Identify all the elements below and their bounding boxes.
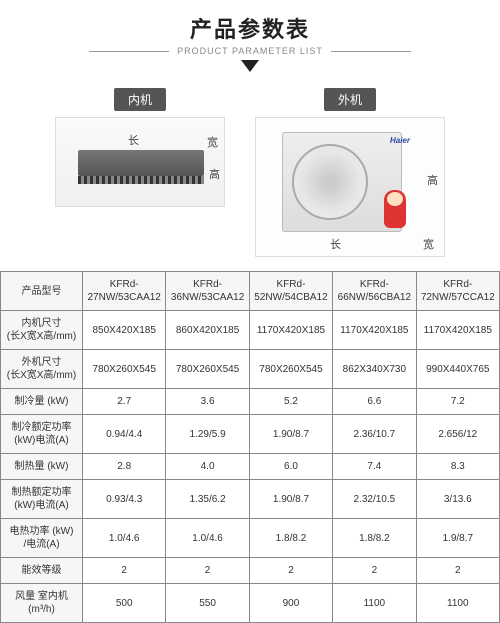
table-cell: 1170X420X185: [249, 311, 332, 350]
divider-line: [331, 51, 411, 52]
table-cell: 3.6: [166, 389, 249, 415]
table-cell: 1.29/5.9: [166, 415, 249, 454]
table-cell: 1.90/8.7: [249, 480, 332, 519]
row-label: 内机尺寸(长X宽X高/mm): [1, 311, 83, 350]
triangle-down-icon: [241, 60, 259, 72]
title-chinese: 产品参数表: [0, 12, 500, 44]
table-cell: 1.0/4.6: [83, 519, 166, 558]
table-cell: 0.93/4.3: [83, 480, 166, 519]
divider-line: [89, 51, 169, 52]
table-cell: 550: [166, 584, 249, 623]
row-label: 电热功率 (kW)/电流(A): [1, 519, 83, 558]
title-english: PRODUCT PARAMETER LIST: [177, 46, 323, 56]
table-cell: 2: [416, 558, 499, 584]
spec-table: 产品型号 KFRd-27NW/53CAA12 KFRd-36NW/53CAA12…: [0, 271, 500, 623]
table-row: 制热量 (kW)2.84.06.07.48.3: [1, 454, 500, 480]
model-col: KFRd-72NW/57CCA12: [416, 272, 499, 311]
row-label: 能效等级: [1, 558, 83, 584]
header: 产品参数表 PRODUCT PARAMETER LIST: [0, 0, 500, 88]
table-cell: 2.36/10.7: [333, 415, 416, 454]
outdoor-unit-label: 外机: [324, 88, 376, 111]
row-label: 制冷量 (kW): [1, 389, 83, 415]
table-cell: 7.4: [333, 454, 416, 480]
indoor-unit-grille: [78, 176, 204, 184]
model-col: KFRd-66NW/56CBA12: [333, 272, 416, 311]
table-cell: 2: [83, 558, 166, 584]
outdoor-unit-diagram: Haier 高 长 宽: [255, 117, 445, 257]
table-cell: 1.8/8.2: [249, 519, 332, 558]
model-col: KFRd-36NW/53CAA12: [166, 272, 249, 311]
table-row: 电热功率 (kW)/电流(A)1.0/4.61.0/4.61.8/8.21.8/…: [1, 519, 500, 558]
table-header-row: 产品型号 KFRd-27NW/53CAA12 KFRd-36NW/53CAA12…: [1, 272, 500, 311]
table-cell: 8.3: [416, 454, 499, 480]
table-cell: 5.2: [249, 389, 332, 415]
table-cell: 990X440X765: [416, 350, 499, 389]
title-subtitle-row: PRODUCT PARAMETER LIST: [0, 46, 500, 56]
row-label: 风量 室内机(m³/h): [1, 584, 83, 623]
table-cell: 1100: [416, 584, 499, 623]
table-cell: 500: [83, 584, 166, 623]
product-images-row: 内机 长 宽 高 外机 Haier 高 长 宽: [0, 88, 500, 271]
table-cell: 1170X420X185: [333, 311, 416, 350]
mascot-icon: [384, 190, 406, 228]
outdoor-fan-icon: [292, 144, 368, 220]
table-row: 内机尺寸(长X宽X高/mm)850X420X185860X420X1851170…: [1, 311, 500, 350]
model-col: KFRd-27NW/53CAA12: [83, 272, 166, 311]
table-row: 制热额定功率(kW)电流(A)0.93/4.31.35/6.21.90/8.72…: [1, 480, 500, 519]
outdoor-unit-box: 外机 Haier 高 长 宽: [255, 88, 445, 257]
dim-height-label: 高: [209, 166, 220, 182]
dim-length-label: 长: [330, 236, 341, 252]
table-cell: 862X340X730: [333, 350, 416, 389]
table-cell: 1.90/8.7: [249, 415, 332, 454]
table-cell: 780X260X545: [83, 350, 166, 389]
table-cell: 2: [333, 558, 416, 584]
dim-width-label: 宽: [423, 236, 434, 252]
table-cell: 860X420X185: [166, 311, 249, 350]
indoor-unit-diagram: 长 宽 高: [55, 117, 225, 207]
table-cell: 7.2: [416, 389, 499, 415]
table-cell: 3/13.6: [416, 480, 499, 519]
table-cell: 780X260X545: [249, 350, 332, 389]
row-label: 制热额定功率(kW)电流(A): [1, 480, 83, 519]
table-cell: 2.7: [83, 389, 166, 415]
table-cell: 0.94/4.4: [83, 415, 166, 454]
indoor-unit-body: [78, 150, 204, 176]
table-row: 制冷额定功率(kW)电流(A)0.94/4.41.29/5.91.90/8.72…: [1, 415, 500, 454]
table-cell: 2.32/10.5: [333, 480, 416, 519]
table-cell: 850X420X185: [83, 311, 166, 350]
table-cell: 2.656/12: [416, 415, 499, 454]
table-cell: 1100: [333, 584, 416, 623]
table-row: 制冷量 (kW)2.73.65.26.67.2: [1, 389, 500, 415]
table-cell: 2: [166, 558, 249, 584]
table-cell: 1.35/6.2: [166, 480, 249, 519]
table-cell: 1170X420X185: [416, 311, 499, 350]
indoor-unit-label: 内机: [114, 88, 166, 111]
table-row: 能效等级22222: [1, 558, 500, 584]
table-cell: 1.9/8.7: [416, 519, 499, 558]
table-cell: 2: [249, 558, 332, 584]
row-label: 制冷额定功率(kW)电流(A): [1, 415, 83, 454]
indoor-unit-box: 内机 长 宽 高: [55, 88, 225, 257]
table-cell: 780X260X545: [166, 350, 249, 389]
dim-length-label: 长: [128, 132, 139, 148]
dim-width-label: 宽: [207, 134, 218, 150]
table-row: 风量 室内机(m³/h)50055090011001100: [1, 584, 500, 623]
row-label: 制热量 (kW): [1, 454, 83, 480]
table-cell: 2.8: [83, 454, 166, 480]
table-cell: 1.0/4.6: [166, 519, 249, 558]
table-row: 外机尺寸(长X宽X高/mm)780X260X545780X260X545780X…: [1, 350, 500, 389]
table-cell: 900: [249, 584, 332, 623]
brand-logo: Haier: [390, 136, 410, 145]
dim-height-label: 高: [427, 172, 438, 188]
row-label: 外机尺寸(长X宽X高/mm): [1, 350, 83, 389]
model-col: KFRd-52NW/54CBA12: [249, 272, 332, 311]
table-cell: 1.8/8.2: [333, 519, 416, 558]
table-cell: 6.6: [333, 389, 416, 415]
header-model-label: 产品型号: [1, 272, 83, 311]
table-cell: 4.0: [166, 454, 249, 480]
table-cell: 6.0: [249, 454, 332, 480]
